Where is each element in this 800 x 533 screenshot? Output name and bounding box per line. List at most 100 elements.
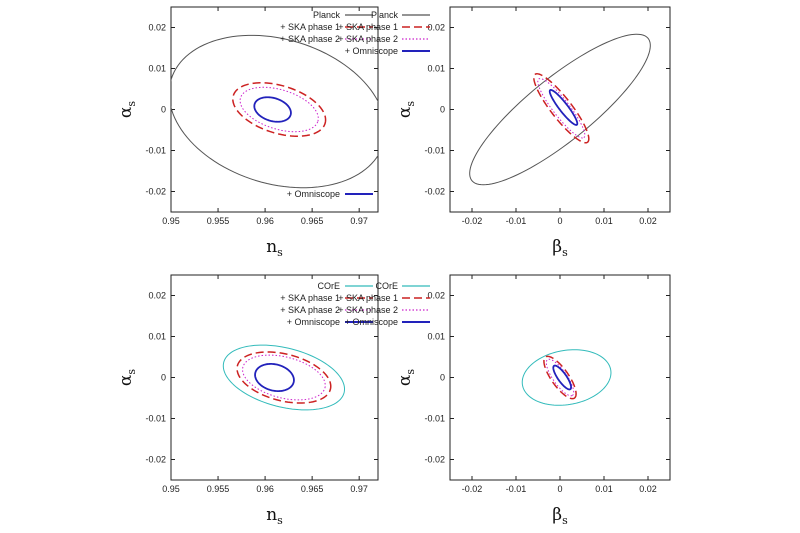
- y-tick-label: -0.01: [145, 414, 166, 424]
- x-tick-label: 0.955: [207, 484, 230, 494]
- y-axis-label-main: α: [395, 106, 415, 118]
- y-axis-label: αs: [116, 101, 138, 118]
- legend-label: + SKA phase 1: [338, 22, 398, 32]
- y-axis-label: αs: [116, 369, 138, 386]
- y-tick-label: -0.02: [145, 187, 166, 197]
- contour-planck: [171, 34, 378, 189]
- contour--omniscope: [253, 96, 292, 123]
- contour-group: [521, 349, 612, 406]
- x-axis-label: ns: [266, 237, 283, 259]
- y-axis-label: αs: [395, 101, 417, 118]
- y-tick-label: -0.01: [424, 146, 445, 156]
- y-tick-label: 0.02: [148, 23, 166, 33]
- legend-label: COrE: [376, 281, 399, 291]
- y-tick-label: 0.02: [148, 291, 166, 301]
- legend: Planck + SKA phase 1 + SKA phase 2 + Omnisc…: [280, 10, 373, 199]
- chart-panel-1: 0.95 0.955 0.96 0.965 0.97 0.02 0.01 0 -0.01 -0.0…: [116, 6, 379, 259]
- contour-planck: [469, 33, 651, 186]
- x-tick-label: 0.96: [256, 216, 274, 226]
- x-tick-label: 0.965: [301, 484, 324, 494]
- x-axis-label-main: β: [552, 237, 562, 257]
- x-tick-label: 0.955: [207, 216, 230, 226]
- chart-panel-4: -0.02 -0.01 0 0.01 0.020.020.010-0.01-0.02βs…: [338, 274, 671, 527]
- contour--omniscope: [254, 362, 295, 393]
- legend-label: + SKA phase 2: [338, 305, 398, 315]
- contour--ska-phase-1: [236, 351, 332, 404]
- y-axis-label-sub: s: [404, 101, 417, 107]
- contour-group: [469, 33, 651, 186]
- y-axis-label-sub: s: [125, 369, 138, 375]
- y-axis-label-main: α: [116, 106, 136, 118]
- contour--ska-phase-1: [232, 82, 327, 137]
- y-tick-label: 0.01: [427, 64, 445, 74]
- contour--ska-phase-1: [543, 355, 577, 400]
- legend-label: + Omniscope: [287, 317, 340, 327]
- y-tick-label: -0.01: [145, 146, 166, 156]
- y-axis-label-main: α: [116, 374, 136, 386]
- contour--ska-phase-2: [242, 354, 326, 401]
- contour-group: [222, 344, 346, 411]
- x-tick-label: 0.01: [595, 484, 613, 494]
- y-tick-label: 0.01: [427, 332, 445, 342]
- legend-label: + SKA phase 1: [280, 293, 340, 303]
- legend-label: + Omniscope: [345, 46, 398, 56]
- y-tick-label: 0: [440, 373, 445, 383]
- y-tick-label: -0.02: [145, 455, 166, 465]
- contour--ska-phase-1: [533, 73, 590, 144]
- contour-core: [222, 344, 346, 411]
- legend-label: + Omniscope: [345, 317, 398, 327]
- y-axis-label-sub: s: [404, 369, 417, 375]
- x-axis-label-sub: s: [562, 246, 568, 259]
- x-tick-label: 0.95: [162, 484, 180, 494]
- legend-label: Planck: [371, 10, 399, 20]
- plot-frame: [449, 274, 671, 481]
- y-tick-label: 0: [161, 373, 166, 383]
- y-tick-label: 0.02: [427, 23, 445, 33]
- x-tick-label: -0.02: [462, 484, 483, 494]
- legend: Planck + SKA phase 1 + SKA phase 2 + Omnisc…: [338, 10, 430, 56]
- x-tick-label: 0: [557, 484, 562, 494]
- chart-panel-3: 0.95 0.955 0.96 0.965 0.97 0.02 0.01 0 -0.01 -0.0…: [116, 274, 379, 527]
- legend: COrE + SKA phase 1 + SKA phase 2 + Omniscop…: [280, 281, 373, 327]
- contour--omniscope: [548, 89, 579, 126]
- x-tick-label: -0.01: [506, 484, 527, 494]
- legend-label: + SKA phase 1: [280, 22, 340, 32]
- x-tick-label: -0.01: [506, 216, 527, 226]
- x-tick-label: 0.965: [301, 216, 324, 226]
- x-tick-label: -0.02: [462, 216, 483, 226]
- legend-label: + Omniscope: [287, 189, 340, 199]
- legend: COrE + SKA phase 1 + SKA phase 2 + Omniscop…: [338, 281, 430, 327]
- x-tick-label: 0.02: [639, 484, 657, 494]
- contour--ska-phase-2: [537, 78, 586, 139]
- x-tick-label: 0: [557, 216, 562, 226]
- x-tick-label: 0.95: [162, 216, 180, 226]
- contour--ska-phase-2: [239, 86, 319, 133]
- legend-label: Planck: [313, 10, 341, 20]
- x-axis-label-sub: s: [277, 514, 283, 527]
- legend-label: + SKA phase 2: [280, 34, 340, 44]
- x-axis-label: ns: [266, 505, 283, 527]
- x-axis-label-main: n: [266, 505, 277, 525]
- x-axis-label-main: β: [552, 505, 562, 525]
- x-tick-label: 0.97: [350, 484, 368, 494]
- y-tick-label: 0.01: [148, 64, 166, 74]
- x-tick-label: 0.97: [350, 216, 368, 226]
- contour-core: [521, 349, 612, 406]
- legend-label: + SKA phase 1: [338, 293, 398, 303]
- y-tick-label: 0: [440, 105, 445, 115]
- y-axis-label-sub: s: [125, 101, 138, 107]
- legend-label: COrE: [318, 281, 341, 291]
- x-axis-label-sub: s: [562, 514, 568, 527]
- legend-label: + SKA phase 2: [280, 305, 340, 315]
- y-axis-label: αs: [395, 369, 417, 386]
- x-tick-label: 0.02: [639, 216, 657, 226]
- x-axis-label: βs: [552, 505, 568, 527]
- contour-group: [171, 34, 378, 189]
- y-tick-label: -0.01: [424, 414, 445, 424]
- y-axis-label-main: α: [395, 374, 415, 386]
- x-axis-label: βs: [552, 237, 568, 259]
- y-tick-label: 0: [161, 105, 166, 115]
- x-axis-label-main: n: [266, 237, 277, 257]
- y-tick-label: 0.01: [148, 332, 166, 342]
